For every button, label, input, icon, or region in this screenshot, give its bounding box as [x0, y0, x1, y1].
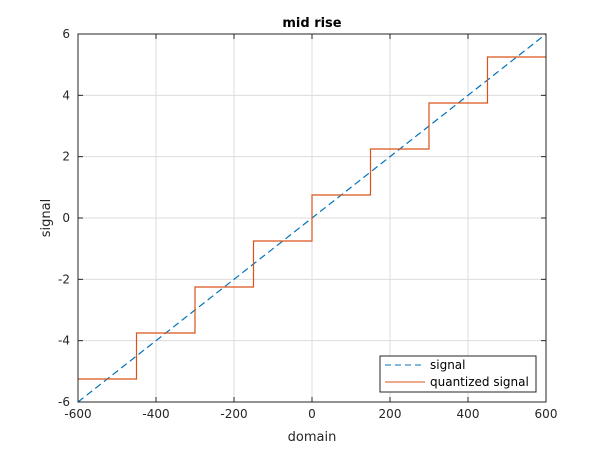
x-tick-label: -600	[64, 407, 91, 421]
quantized-signal-line	[78, 56, 546, 380]
x-tick-label: 200	[379, 407, 402, 421]
x-tick-label: -200	[220, 407, 247, 421]
y-tick-label: -2	[58, 272, 70, 286]
legend-signal-label: signal	[430, 358, 466, 372]
y-tick-label: -6	[58, 395, 70, 409]
x-tick-label: 400	[457, 407, 480, 421]
x-tick-label: -400	[142, 407, 169, 421]
legend: signal quantized signal	[379, 355, 537, 393]
y-axis-label: signal	[39, 199, 54, 237]
x-tick-label: 0	[308, 407, 316, 421]
y-tick-label: 4	[62, 88, 70, 102]
y-tick-label: -4	[58, 334, 70, 348]
y-tick-label: 0	[62, 211, 70, 225]
series-group	[77, 33, 547, 403]
x-tick-label: 600	[535, 407, 558, 421]
legend-box	[379, 355, 537, 393]
y-tick-label: 6	[62, 27, 70, 41]
chart-title: mid rise	[282, 16, 341, 31]
legend-quantized-label: quantized signal	[430, 375, 529, 389]
y-tick-label: 2	[62, 150, 70, 164]
ticks: -600 -400 -200 0 200 400 600 -6 -4 -2 0 2 4 6	[58, 27, 557, 421]
x-axis-label: domain	[288, 430, 337, 445]
